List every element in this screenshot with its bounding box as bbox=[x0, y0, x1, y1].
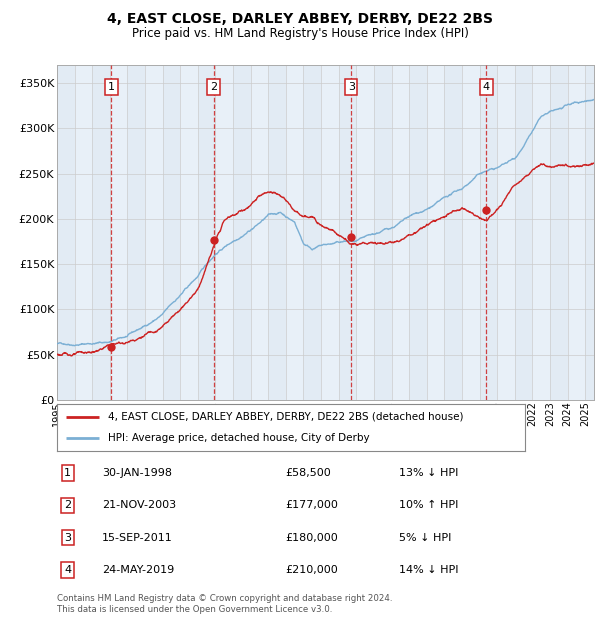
Bar bbox=[163, 65, 180, 400]
Text: 3: 3 bbox=[348, 82, 355, 92]
Text: HPI: Average price, detached house, City of Derby: HPI: Average price, detached house, City… bbox=[109, 433, 370, 443]
Bar bbox=[233, 65, 251, 400]
Text: Contains HM Land Registry data © Crown copyright and database right 2024.
This d: Contains HM Land Registry data © Crown c… bbox=[57, 595, 392, 614]
Text: £177,000: £177,000 bbox=[285, 500, 338, 510]
Text: 24-MAY-2019: 24-MAY-2019 bbox=[102, 565, 174, 575]
Text: 5% ↓ HPI: 5% ↓ HPI bbox=[399, 533, 451, 542]
Bar bbox=[127, 65, 145, 400]
Bar bbox=[304, 65, 321, 400]
Text: 30-JAN-1998: 30-JAN-1998 bbox=[102, 468, 172, 478]
Bar bbox=[479, 65, 497, 400]
Bar bbox=[550, 65, 568, 400]
Text: 2: 2 bbox=[64, 500, 71, 510]
Bar bbox=[445, 65, 462, 400]
Bar bbox=[515, 65, 532, 400]
Bar bbox=[57, 65, 74, 400]
Text: 2: 2 bbox=[210, 82, 217, 92]
Text: 10% ↑ HPI: 10% ↑ HPI bbox=[399, 500, 458, 510]
Bar bbox=[374, 65, 392, 400]
Text: 1: 1 bbox=[64, 468, 71, 478]
Text: 14% ↓ HPI: 14% ↓ HPI bbox=[399, 565, 458, 575]
Bar bbox=[198, 65, 215, 400]
Text: 3: 3 bbox=[64, 533, 71, 542]
Bar bbox=[339, 65, 356, 400]
Text: £180,000: £180,000 bbox=[285, 533, 338, 542]
Text: Price paid vs. HM Land Registry's House Price Index (HPI): Price paid vs. HM Land Registry's House … bbox=[131, 27, 469, 40]
Text: 13% ↓ HPI: 13% ↓ HPI bbox=[399, 468, 458, 478]
Text: £58,500: £58,500 bbox=[285, 468, 331, 478]
Text: 4, EAST CLOSE, DARLEY ABBEY, DERBY, DE22 2BS (detached house): 4, EAST CLOSE, DARLEY ABBEY, DERBY, DE22… bbox=[109, 412, 464, 422]
Bar bbox=[409, 65, 427, 400]
Text: 15-SEP-2011: 15-SEP-2011 bbox=[102, 533, 173, 542]
Bar bbox=[585, 65, 600, 400]
Text: 4, EAST CLOSE, DARLEY ABBEY, DERBY, DE22 2BS: 4, EAST CLOSE, DARLEY ABBEY, DERBY, DE22… bbox=[107, 12, 493, 27]
Text: 4: 4 bbox=[64, 565, 71, 575]
Text: £210,000: £210,000 bbox=[285, 565, 338, 575]
Bar bbox=[268, 65, 286, 400]
Text: 21-NOV-2003: 21-NOV-2003 bbox=[102, 500, 176, 510]
Text: 4: 4 bbox=[483, 82, 490, 92]
Bar bbox=[92, 65, 110, 400]
Text: 1: 1 bbox=[108, 82, 115, 92]
